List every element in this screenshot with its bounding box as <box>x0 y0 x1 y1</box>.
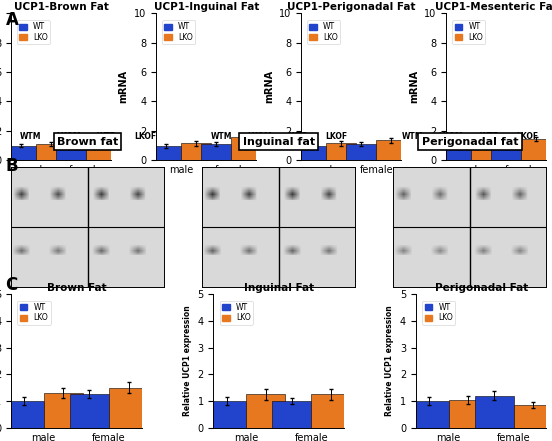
Y-axis label: mRNA: mRNA <box>409 70 419 103</box>
Bar <box>491 143 522 161</box>
Bar <box>86 140 116 161</box>
Text: LKOM: LKOM <box>247 131 272 141</box>
Legend: WT, LKO: WT, LKO <box>162 20 195 44</box>
Bar <box>410 401 449 428</box>
Bar <box>181 143 211 161</box>
Text: WTF: WTF <box>288 131 307 141</box>
Text: WTM: WTM <box>402 131 423 141</box>
Bar <box>151 146 181 161</box>
Text: WTF: WTF <box>97 131 116 141</box>
Legend: WT, LKO: WT, LKO <box>17 20 50 44</box>
Bar <box>109 388 148 428</box>
Text: LKOM: LKOM <box>438 131 463 141</box>
Text: WTF: WTF <box>480 131 498 141</box>
Text: B: B <box>6 157 18 175</box>
Title: UCP1-Mesenteric Fat: UCP1-Mesenteric Fat <box>435 3 552 12</box>
Legend: WT, LKO: WT, LKO <box>220 300 253 325</box>
Bar <box>6 146 36 161</box>
Title: Perigonadal fat: Perigonadal fat <box>422 137 518 147</box>
Bar <box>475 396 514 428</box>
Bar <box>231 137 261 161</box>
Y-axis label: mRNA: mRNA <box>119 70 129 103</box>
Text: WTM: WTM <box>19 131 41 141</box>
Bar <box>346 144 376 161</box>
Bar <box>471 148 501 161</box>
Bar <box>311 394 351 428</box>
Y-axis label: Relative UCP1 expression: Relative UCP1 expression <box>183 306 192 416</box>
Y-axis label: mRNA: mRNA <box>264 70 274 103</box>
Bar <box>514 405 552 428</box>
Bar <box>272 401 311 428</box>
Bar <box>56 143 86 161</box>
Text: LKOF: LKOF <box>134 131 156 141</box>
Bar <box>449 400 488 428</box>
Title: UCP1-Inguinal Fat: UCP1-Inguinal Fat <box>153 3 259 12</box>
Bar <box>442 146 471 161</box>
Y-axis label: Relative UCP1 expression: Relative UCP1 expression <box>385 306 394 416</box>
Text: C: C <box>6 276 18 294</box>
Title: Inguinal fat: Inguinal fat <box>243 137 315 147</box>
Bar <box>296 146 326 161</box>
Title: Brown Fat: Brown Fat <box>46 283 106 293</box>
Title: Perigonadal Fat: Perigonadal Fat <box>434 283 528 293</box>
Bar <box>246 394 285 428</box>
Bar <box>376 141 406 161</box>
Bar <box>201 144 231 161</box>
Bar <box>326 143 357 161</box>
Bar <box>4 401 44 428</box>
Text: A: A <box>6 11 18 29</box>
Title: Brown fat: Brown fat <box>57 137 118 147</box>
Text: LKOM: LKOM <box>56 131 81 141</box>
Text: LKOF: LKOF <box>516 131 538 141</box>
Legend: WT, LKO: WT, LKO <box>18 300 51 325</box>
Legend: WT, LKO: WT, LKO <box>307 20 340 44</box>
Legend: WT, LKO: WT, LKO <box>452 20 485 44</box>
Bar <box>70 394 109 428</box>
Title: UCP1-Brown Fat: UCP1-Brown Fat <box>14 3 109 12</box>
Text: WTM: WTM <box>211 131 232 141</box>
Bar <box>207 401 246 428</box>
Bar <box>522 139 551 161</box>
Title: Inguinal Fat: Inguinal Fat <box>243 283 314 293</box>
Legend: WT, LKO: WT, LKO <box>422 300 455 325</box>
Bar <box>36 144 66 161</box>
Title: UCP1-Perigonadal Fat: UCP1-Perigonadal Fat <box>287 3 416 12</box>
Bar <box>44 393 83 428</box>
Text: LKOF: LKOF <box>325 131 347 141</box>
